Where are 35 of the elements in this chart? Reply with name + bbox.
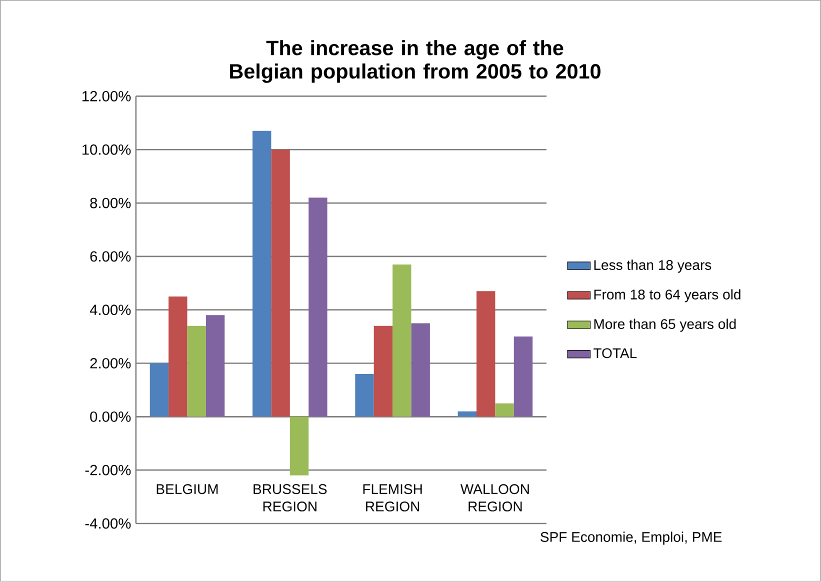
bar — [495, 403, 514, 417]
y-tick-label: 10.00% — [82, 144, 131, 155]
x-tick-label: BELGIUM — [156, 484, 218, 494]
text: SPF Economie, Emploi, PME — [540, 532, 722, 545]
bar — [458, 411, 476, 417]
bar — [308, 198, 328, 417]
x-tick-label: FLEMISH REGION — [363, 484, 422, 512]
y-tick-label: 6.00% — [90, 251, 131, 262]
legend-label: More than 65 years old — [594, 318, 736, 332]
y-tick-label: 12.00% — [82, 91, 131, 102]
bar — [374, 326, 393, 417]
y-tick-label: 0.00% — [90, 412, 131, 422]
bar — [168, 296, 188, 417]
y-tick-label: -4.00% — [85, 518, 131, 529]
bar — [514, 336, 533, 417]
bar — [411, 323, 430, 417]
bar — [271, 150, 290, 417]
chart-title: The increase in the age of the Belgian population from 2005 to 2010 — [230, 40, 600, 84]
y-tick-label: -2.00% — [85, 465, 131, 476]
bar — [187, 326, 206, 417]
y-tick-label: 2.00% — [90, 358, 131, 369]
bar — [476, 291, 496, 417]
bar — [150, 363, 169, 417]
x-tick-label: BRUSSELS REGION — [254, 484, 327, 512]
bar — [392, 264, 412, 417]
legend-label: From 18 to 64 years old — [594, 289, 740, 302]
bar — [290, 416, 309, 476]
bar — [206, 315, 225, 417]
legend-label: TOTAL — [594, 348, 637, 358]
legend-label: Less than 18 years — [594, 260, 712, 273]
bar — [252, 131, 272, 417]
x-tick-label: WALLOON REGION — [460, 484, 529, 512]
y-tick-label: 8.00% — [90, 198, 131, 208]
bar — [355, 374, 374, 417]
y-tick-label: 4.00% — [90, 304, 131, 316]
